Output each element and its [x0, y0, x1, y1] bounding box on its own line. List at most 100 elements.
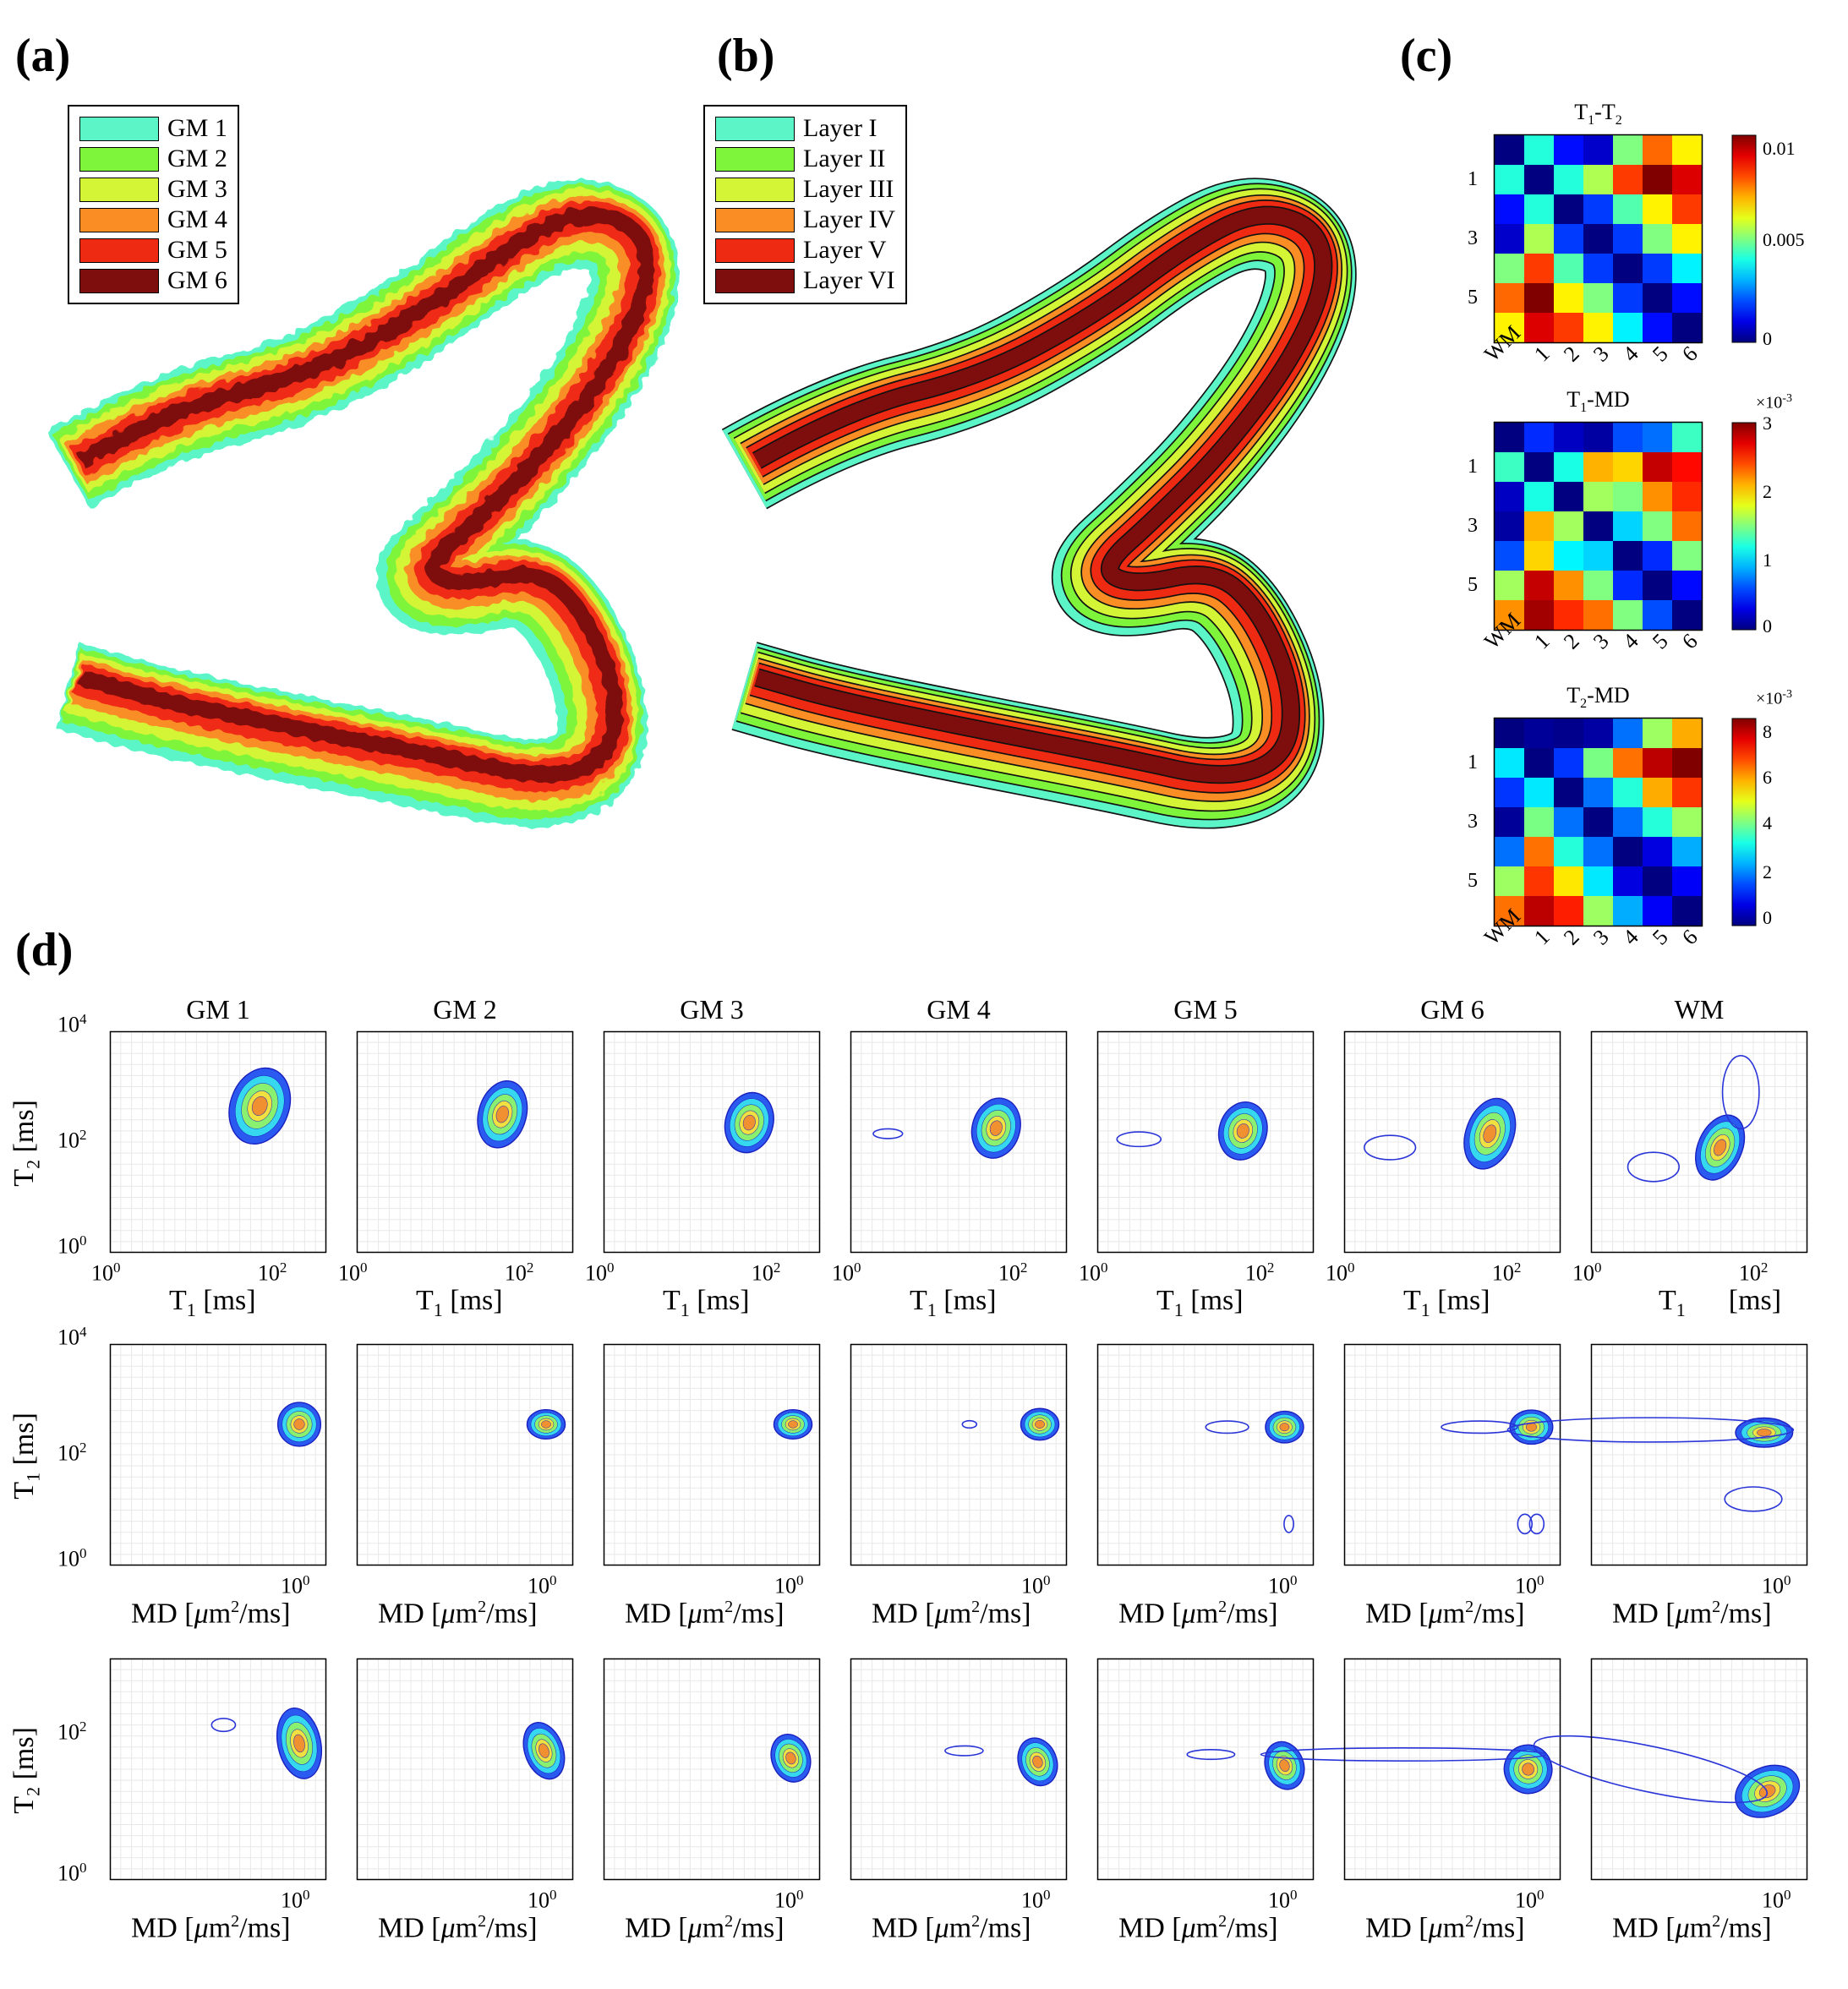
matrix-cell [1524, 423, 1554, 452]
x-tick-label: 100 [1268, 1572, 1298, 1598]
matrix-row-tick: 1 [1468, 456, 1478, 478]
distribution-plot [1590, 1030, 1808, 1254]
matrix-col-tick: 4 [1618, 628, 1643, 654]
x-axis-label: MD [μm2/ms] [1612, 1912, 1772, 1944]
matrix-cell [1613, 511, 1643, 541]
plot-frame [850, 1343, 1068, 1566]
matrix-col-tick: 2 [1559, 341, 1584, 367]
distribution-plot [109, 1030, 327, 1254]
matrix-cell [1583, 600, 1613, 630]
distribution-plot [1096, 1658, 1315, 1881]
legend-label: GM 2 [167, 145, 227, 172]
plot-frame [1096, 1030, 1315, 1254]
matrix-cell [1672, 600, 1702, 630]
plot-frame [1343, 1030, 1561, 1254]
matrix-cell [1672, 254, 1702, 283]
x-axis-label: MD [μm2/ms] [378, 1912, 538, 1944]
matrix-col-tick: 2 [1559, 924, 1584, 950]
x-tick-label: 102 [751, 1260, 781, 1286]
density-contour [785, 1751, 796, 1765]
matrix-col-tick: 4 [1618, 924, 1643, 950]
matrix-cell [1524, 719, 1554, 748]
x-axis-label: T1 [ms] [1403, 1285, 1490, 1320]
legend-swatch [715, 146, 795, 172]
density-contour [1035, 1420, 1045, 1429]
legend-layers: Layer I Layer II Layer III Layer IV Laye… [703, 105, 908, 304]
x-tick-label: 102 [1491, 1260, 1522, 1286]
contour-line [1116, 1131, 1162, 1148]
matrix-cell [1554, 482, 1583, 511]
matrix-cell [1554, 837, 1583, 866]
matrix-col-tick: 5 [1648, 924, 1673, 950]
matrix-col-tick: 2 [1559, 628, 1584, 654]
matrix-frame [1493, 134, 1703, 344]
plot-frame [603, 1343, 821, 1566]
contour-line [1283, 1514, 1294, 1533]
matrix-col-tick: 6 [1677, 341, 1703, 367]
density-contour [1279, 1759, 1290, 1772]
y-axis-label: T2 [ms] [8, 1100, 44, 1187]
colorbar-tick: 6 [1763, 766, 1772, 788]
x-tick-label: 100 [774, 1572, 804, 1598]
matrix-cell [1554, 254, 1583, 283]
matrix-cell [1643, 866, 1672, 896]
colorbar-tick: 0.01 [1763, 137, 1796, 159]
matrix-cell [1524, 600, 1554, 630]
plot-frame [1343, 1658, 1561, 1881]
matrix-cell [1524, 866, 1554, 896]
matrix-cell [1495, 837, 1524, 866]
matrix-cell [1613, 571, 1643, 600]
distribution-plot [603, 1658, 821, 1881]
matrix-cell [1643, 600, 1672, 630]
matrix-cell [1524, 778, 1554, 807]
legend-item: Layer IV [715, 205, 895, 235]
matrix-cell [1672, 224, 1702, 254]
column-title: GM 1 [186, 994, 250, 1025]
cortical-layer-6 [76, 207, 655, 783]
plot-frame [1343, 1343, 1561, 1566]
matrix-cell [1554, 135, 1583, 165]
x-tick-label: 100 [832, 1260, 861, 1286]
legend-label: Layer V [803, 236, 887, 264]
x-tick-label: 100 [338, 1260, 368, 1286]
matrix-cell [1672, 571, 1702, 600]
matrix-cell [1672, 541, 1702, 571]
matrix-cell [1495, 600, 1524, 630]
legend-label: Layer III [803, 175, 894, 203]
y-tick-label: 102 [57, 1440, 87, 1466]
plot-frame [356, 1030, 574, 1254]
x-tick-label: 100 [281, 1887, 310, 1913]
x-tick-label: 100 [528, 1572, 557, 1598]
matrix-cell [1495, 224, 1524, 254]
distribution-plot [356, 1343, 574, 1566]
distribution-plot [1506, 1343, 1808, 1566]
y-tick-label: 102 [57, 1719, 87, 1745]
matrix-cell [1613, 778, 1643, 807]
matrix-col-tick: 1 [1529, 924, 1555, 950]
contour-line [1528, 1513, 1545, 1535]
contour-line [210, 1718, 237, 1733]
x-axis-label: MD [μm2/ms] [1118, 1598, 1278, 1630]
plot-frame [1096, 1658, 1315, 1881]
distribution-plot [1343, 1343, 1561, 1566]
matrix-row-tick: 3 [1468, 515, 1478, 537]
matrix-cell [1672, 778, 1702, 807]
matrix-cell [1554, 600, 1583, 630]
contour-line [1724, 1486, 1783, 1512]
legend-label: GM 1 [167, 114, 227, 142]
matrix-col-tick: 6 [1677, 628, 1703, 654]
matrix-cell [1613, 600, 1643, 630]
colorbar-tick: 1 [1763, 549, 1772, 571]
matrix-cell [1672, 511, 1702, 541]
matrix-cell [1643, 165, 1672, 194]
panel-label-a: (a) [15, 30, 71, 82]
matrix-cell [1554, 511, 1583, 541]
matrix-cell [1672, 135, 1702, 165]
matrix-cell [1643, 452, 1672, 482]
matrix-cell [1554, 778, 1583, 807]
matrix-cell [1643, 748, 1672, 778]
distribution-plot [1343, 1030, 1561, 1254]
x-axis-label: T1 [ms] [169, 1285, 256, 1320]
matrix-heatmap [1493, 134, 1703, 344]
matrix-cell [1643, 135, 1672, 165]
